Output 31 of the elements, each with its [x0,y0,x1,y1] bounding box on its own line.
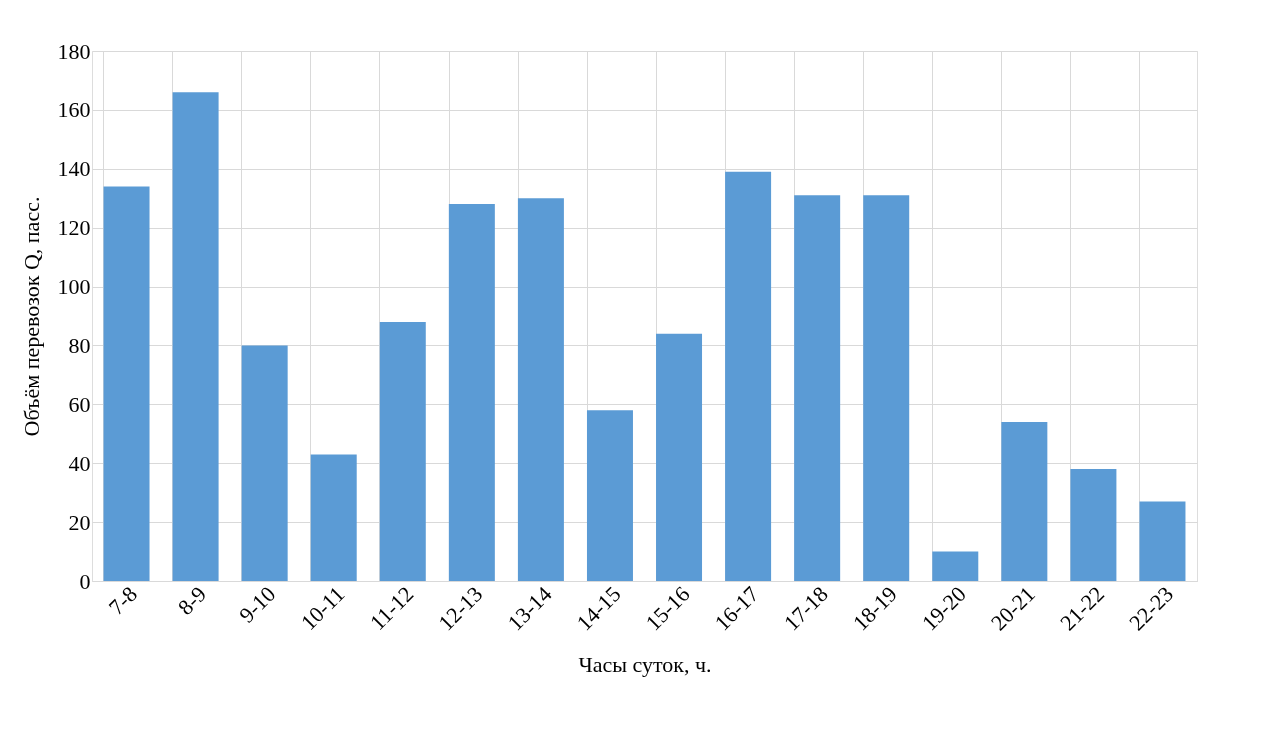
y-tick-label: 140 [57,156,91,182]
bar [1070,469,1117,581]
bar [448,204,495,581]
bar [1001,422,1048,581]
bar [379,321,426,581]
bar [310,454,357,581]
y-tick-label: 100 [57,274,91,300]
x-axis-title: Часы суток, ч. [578,651,712,677]
y-tick-label: 80 [68,332,91,358]
y-tick-label: 160 [57,97,91,123]
y-tick-label: 40 [68,450,91,476]
bar [586,410,633,581]
bar [241,345,288,581]
y-tick-label: 0 [79,568,91,594]
bar [932,551,979,581]
x-tick-label: 7-8 [103,581,143,620]
bar [172,92,219,581]
y-tick-label: 20 [68,509,91,535]
bar [1139,501,1186,581]
bar [103,186,150,581]
x-tick-label: 9-10 [234,581,281,628]
y-tick-label: 120 [57,215,91,241]
y-tick-label: 180 [57,38,91,64]
bar [725,171,772,581]
y-tick-label: 60 [68,391,91,417]
bar [656,333,703,581]
x-tick-label: 8-9 [172,581,212,620]
y-axis-title: Объём перевозок Q, пасс. [18,196,44,437]
bar [517,198,564,581]
bar [794,195,841,581]
bar [863,195,910,581]
